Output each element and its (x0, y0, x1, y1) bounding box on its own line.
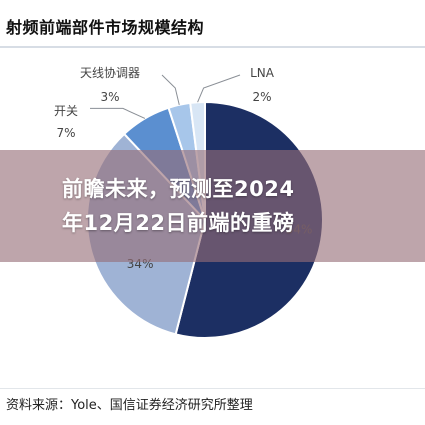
label-lna-percent: 2% (252, 90, 271, 104)
label-switch-name: 开关 (54, 104, 78, 118)
leader-lna (197, 74, 241, 103)
banner-line-2: 年12月22日前端的重磅 (62, 211, 295, 235)
label-switch-percent: 7% (56, 126, 75, 140)
title-divider (0, 46, 425, 48)
label-antenna-tuner-name: 天线协调器 (80, 65, 140, 80)
leader-antenna-tuner (161, 74, 180, 105)
source-divider (0, 388, 425, 389)
chart-title: 射频前端部件市场规模结构 (6, 18, 205, 37)
banner-line-1: 前瞻未来，预测至2024 (62, 177, 295, 201)
leader-switch (90, 107, 146, 119)
label-antenna-tuner-percent: 3% (100, 90, 119, 104)
overlay-banner: 前瞻未来，预测至2024 年12月22日前端的重磅 (0, 150, 425, 262)
source-note: 资料来源：Yole、国信证券经济研究所整理 (6, 398, 253, 413)
label-lna-name: LNA (250, 66, 275, 80)
